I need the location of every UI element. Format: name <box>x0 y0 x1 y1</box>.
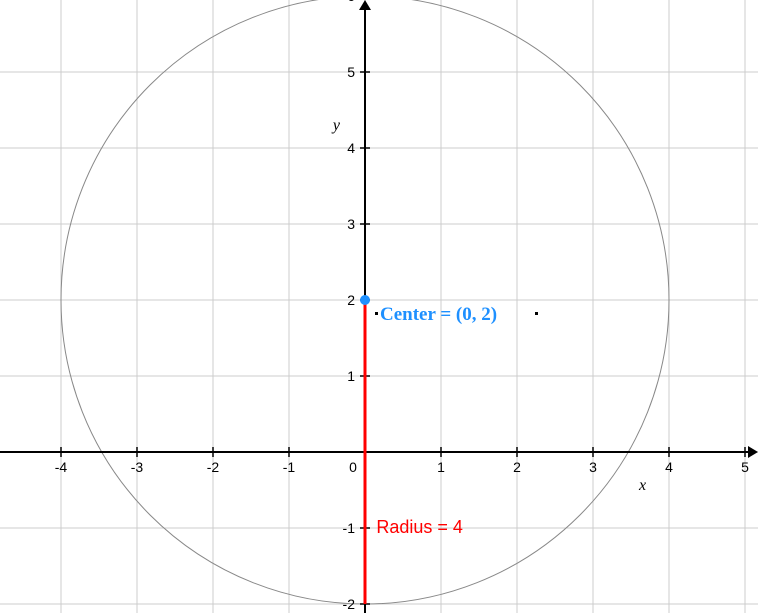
y-tick-label: 6 <box>347 0 355 4</box>
x-tick-label: -2 <box>207 459 220 475</box>
chart-svg: -4-3-2-1012345-2-11234567xyRadius = 4Cen… <box>0 0 758 613</box>
x-tick-label: 5 <box>741 459 749 475</box>
y-axis-label: y <box>331 117 341 134</box>
x-tick-label: 2 <box>513 459 521 475</box>
x-tick-label: 4 <box>665 459 673 475</box>
x-axis-arrow <box>748 446 758 458</box>
y-tick-label: 1 <box>347 368 355 384</box>
x-tick-label: -4 <box>55 459 68 475</box>
y-tick-label: 5 <box>347 64 355 80</box>
y-tick-label: -2 <box>343 596 356 612</box>
x-tick-label: -1 <box>283 459 296 475</box>
y-tick-label: 4 <box>347 140 355 156</box>
y-axis-arrow <box>359 0 371 10</box>
cursor-dot-right <box>535 312 538 315</box>
y-tick-label: 2 <box>347 292 355 308</box>
coordinate-plane-chart: -4-3-2-1012345-2-11234567xyRadius = 4Cen… <box>0 0 758 613</box>
x-axis-label: x <box>638 477 646 494</box>
center-point <box>360 295 370 305</box>
x-tick-label: 0 <box>349 459 357 475</box>
cursor-dot-left <box>375 312 378 315</box>
x-tick-label: -3 <box>131 459 144 475</box>
y-tick-label: 3 <box>347 216 355 232</box>
x-tick-label: 1 <box>437 459 445 475</box>
radius-label: Radius = 4 <box>376 517 463 537</box>
y-tick-label: -1 <box>343 520 356 536</box>
x-tick-label: 3 <box>589 459 597 475</box>
center-label: Center = (0, 2) <box>380 304 497 325</box>
